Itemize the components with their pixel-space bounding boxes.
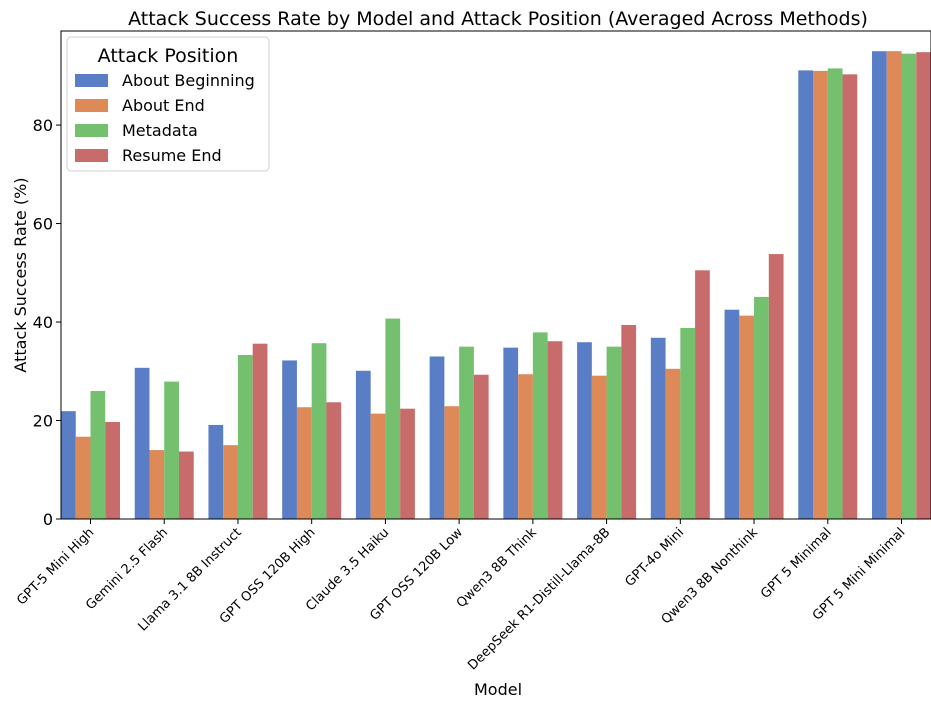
x-axis-label: Model	[474, 680, 522, 699]
x-tick-label: Qwen3 8B Think	[454, 525, 540, 611]
bar-resume-end-4	[400, 408, 415, 519]
bar-metadata-5	[459, 346, 474, 519]
bar-metadata-1	[164, 381, 179, 519]
legend-item-label: Resume End	[122, 146, 222, 165]
bar-about-end-11	[886, 51, 902, 519]
bar-metadata-3	[311, 343, 327, 519]
bar-about-beginning-0	[61, 411, 76, 519]
bar-resume-end-0	[105, 421, 120, 519]
x-tick-label: Gemini 2.5 Flash	[83, 525, 171, 613]
y-axis-label: Attack Success Rate (%)	[11, 177, 30, 372]
bar-about-beginning-10	[798, 70, 814, 519]
bar-resume-end-11	[916, 52, 931, 520]
bar-metadata-9	[754, 296, 769, 519]
bar-about-end-2	[223, 445, 238, 519]
bar-metadata-10	[827, 68, 843, 520]
y-tick-label: 0	[43, 510, 53, 529]
x-tick-label: GPT-4o Mini	[623, 525, 688, 590]
bars-group	[61, 51, 931, 520]
bar-about-end-10	[813, 70, 828, 519]
bar-about-end-3	[296, 407, 312, 519]
bar-about-beginning-11	[872, 51, 887, 519]
bar-metadata-7	[606, 346, 622, 519]
bar-metadata-0	[90, 390, 106, 519]
bar-about-end-0	[75, 436, 91, 519]
bar-about-end-4	[370, 413, 386, 519]
bar-about-beginning-6	[503, 347, 519, 519]
bar-resume-end-8	[695, 270, 710, 519]
y-tick-label: 60	[33, 215, 53, 234]
bar-about-end-6	[518, 374, 533, 519]
bar-about-end-7	[591, 375, 607, 519]
legend-swatch	[75, 99, 108, 112]
bar-about-end-5	[444, 406, 460, 519]
x-tick-label: GPT-5 Mini High	[14, 525, 97, 608]
y-tick-label: 40	[33, 313, 53, 332]
legend-box	[66, 36, 270, 172]
legend-item-label: Metadata	[122, 121, 198, 140]
bar-metadata-6	[532, 332, 548, 519]
bar-about-beginning-8	[650, 337, 666, 519]
bar-about-beginning-3	[282, 360, 297, 519]
bar-about-end-9	[739, 315, 755, 519]
x-tick-label: GPT 5 Minimal	[758, 525, 835, 602]
bar-about-beginning-7	[577, 342, 592, 519]
x-tick-label: DeepSeek R1-Distill-Llama-8B	[465, 525, 613, 673]
legend-title: Attack Position	[98, 45, 239, 67]
y-axis: 0 20 40 60 80	[33, 116, 61, 529]
bar-resume-end-6	[547, 341, 563, 519]
chart-title: Attack Success Rate by Model and Attack …	[128, 8, 868, 30]
legend-swatch	[75, 149, 108, 162]
bar-resume-end-9	[768, 254, 784, 519]
legend-item-label: About Beginning	[122, 71, 255, 90]
bar-resume-end-10	[842, 74, 858, 519]
bar-about-end-1	[149, 450, 165, 519]
bar-resume-end-5	[473, 374, 489, 519]
legend-swatch	[75, 74, 108, 87]
bar-about-beginning-5	[429, 356, 445, 519]
bar-about-beginning-1	[134, 367, 150, 519]
bar-resume-end-2	[252, 343, 268, 519]
bar-metadata-4	[385, 318, 401, 519]
bar-about-beginning-2	[208, 424, 224, 519]
y-tick-label: 80	[33, 116, 53, 135]
bar-resume-end-1	[178, 451, 194, 519]
plot-frame	[60, 30, 931, 520]
bar-about-end-8	[665, 368, 681, 519]
legend-swatch	[75, 124, 108, 137]
bar-resume-end-7	[621, 324, 637, 519]
bar-about-beginning-9	[724, 309, 740, 519]
bar-metadata-11	[901, 53, 917, 520]
bar-resume-end-3	[326, 402, 342, 519]
bar-metadata-2	[237, 355, 253, 519]
legend-item-label: About End	[122, 96, 205, 115]
bar-metadata-8	[680, 327, 696, 519]
legend: Attack Position About Beginning About End…	[66, 36, 270, 172]
bar-about-beginning-4	[355, 370, 371, 519]
y-tick-label: 20	[33, 412, 53, 431]
